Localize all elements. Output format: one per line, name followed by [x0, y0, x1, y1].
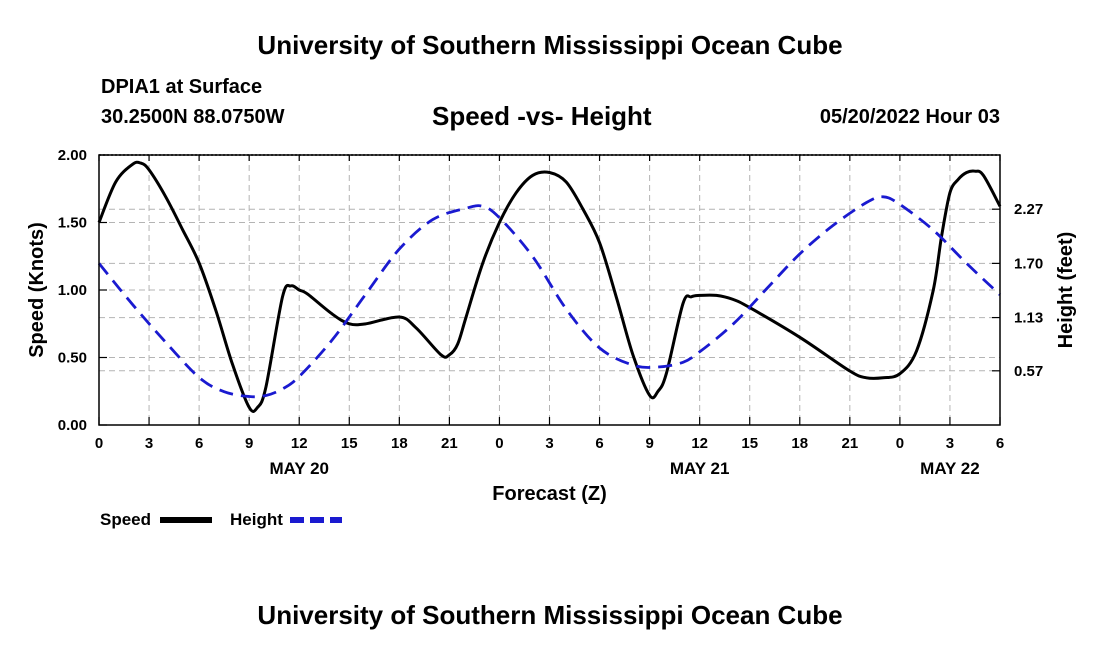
x-tick-label: 6	[595, 435, 603, 452]
y-left-tick-label: 1.00	[58, 282, 87, 299]
y-left-tick-label: 0.50	[58, 350, 87, 367]
x-axis-label: Forecast (Z)	[492, 483, 606, 505]
date-label: MAY 21	[670, 459, 730, 478]
x-tick-label: 15	[341, 435, 358, 452]
date-label: MAY 20	[269, 459, 329, 478]
x-tick-label: 6	[195, 435, 203, 452]
x-tick-label: 9	[645, 435, 653, 452]
x-tick-label: 3	[946, 435, 954, 452]
x-tick-label: 12	[291, 435, 308, 452]
y-axis-right-label: Height (feet)	[1055, 232, 1077, 349]
x-tick-label: 21	[841, 435, 858, 452]
chart-title: Speed -vs- Height	[432, 101, 652, 131]
y-right-tick-label: 1.70	[1014, 255, 1043, 272]
height-series-line	[97, 195, 1001, 399]
x-tick-label: 6	[996, 435, 1004, 452]
y-axis-left-label: Speed (Knots)	[26, 222, 48, 358]
speed-series-line	[97, 160, 1002, 413]
x-tick-label: 0	[896, 435, 904, 452]
coordinates-label: 30.2500N 88.0750W	[101, 106, 285, 128]
legend-height-label: Height	[230, 510, 283, 529]
x-tick-label: 3	[545, 435, 553, 452]
x-tick-label: 12	[691, 435, 708, 452]
page-title: University of Southern Mississippi Ocean…	[257, 30, 843, 60]
legend: Speed Height	[100, 510, 342, 529]
axes: 0 3 6 9 12 15 18 21 0 3 6 9 12 15 18 21 0 3 6 MAY 20 MAY 21 M…	[58, 147, 1043, 478]
grid	[99, 155, 1000, 425]
x-tick-label: 0	[495, 435, 503, 452]
x-tick-label: 21	[441, 435, 458, 452]
legend-speed-label: Speed	[100, 510, 151, 529]
footer-title: University of Southern Mississippi Ocean…	[257, 600, 843, 630]
x-tick-label: 9	[245, 435, 253, 452]
x-tick-label: 18	[391, 435, 408, 452]
y-right-tick-label: 2.27	[1014, 201, 1043, 218]
x-tick-label: 15	[741, 435, 758, 452]
y-left-tick-label: 0.00	[58, 417, 87, 434]
x-tick-label: 3	[145, 435, 153, 452]
y-right-tick-label: 1.13	[1014, 310, 1043, 327]
x-tick-label: 0	[95, 435, 103, 452]
y-right-tick-label: 0.57	[1014, 363, 1043, 380]
y-left-tick-label: 2.00	[58, 147, 87, 164]
x-tick-label: 18	[791, 435, 808, 452]
series-layer	[97, 160, 1002, 413]
timestamp-label: 05/20/2022 Hour 03	[819, 106, 1000, 128]
date-label: MAY 22	[920, 459, 980, 478]
station-label: DPIA1 at Surface	[101, 76, 263, 98]
y-left-tick-label: 1.50	[58, 215, 87, 232]
